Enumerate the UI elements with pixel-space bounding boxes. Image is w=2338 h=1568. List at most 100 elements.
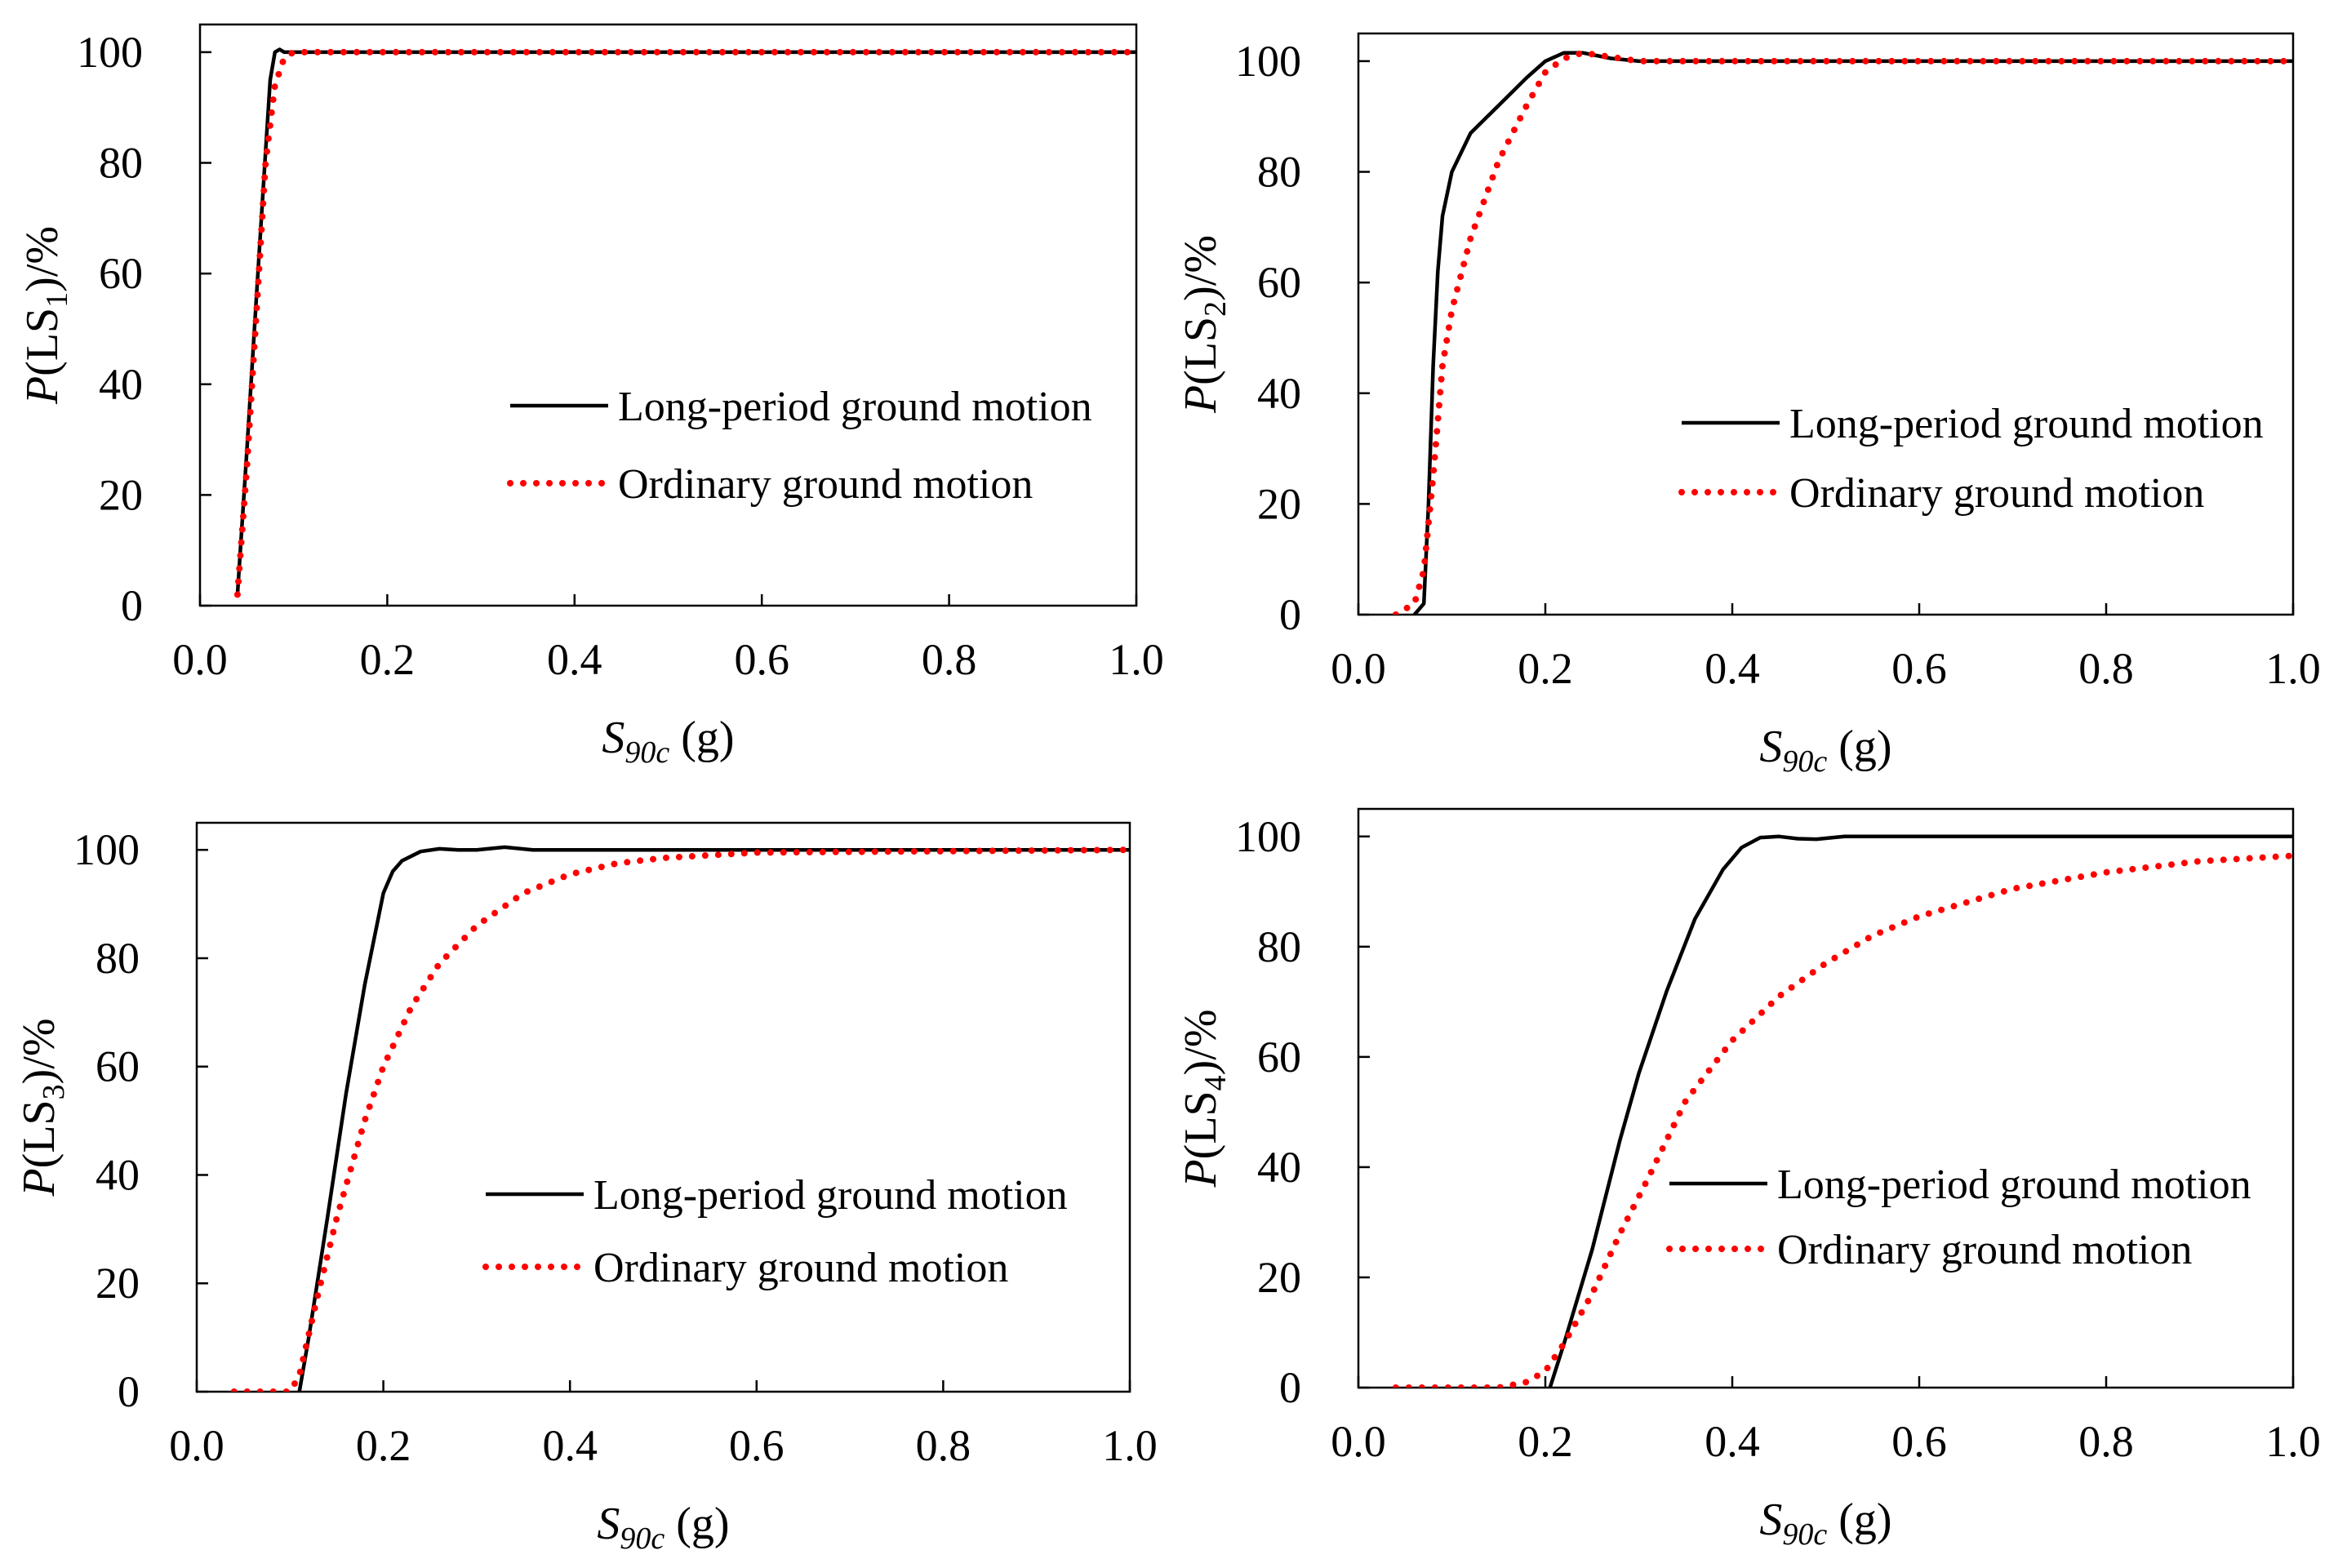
y-axis-label: P(LS1)/% (17, 226, 74, 405)
y-tick-label: 60 (96, 1042, 140, 1091)
x-tick-label: 0.0 (1331, 1417, 1386, 1466)
legend: Long-period ground motion Ordinary ground… (507, 384, 1092, 508)
y-tick-label: 0 (121, 581, 143, 630)
x-axis-label-main: S (1759, 722, 1782, 772)
x-axis-label: S90c (g) (1759, 722, 1891, 779)
legend-label-ordinary: Ordinary ground motion (1777, 1227, 2192, 1273)
x-tick-label: 0.6 (1891, 644, 1947, 693)
series-line-long-period (1548, 834, 2293, 1388)
y-axis-label-close: )/% (1176, 235, 1226, 301)
y-axis-label-prefix: P (1176, 385, 1226, 414)
series-line-long-period (235, 47, 1136, 597)
x-axis-label-unit: (g) (1827, 1495, 1891, 1545)
x-tick-label: 0.2 (1518, 1417, 1573, 1466)
y-axis-label-prefix: P (17, 376, 68, 405)
y-tick-label: 100 (1235, 37, 1301, 86)
y-tick-label: 80 (1257, 922, 1301, 971)
x-tick-label: 0.2 (1518, 644, 1573, 693)
x-axis-label-subscript: 90c (1782, 744, 1827, 779)
x-tick-label: 0.6 (734, 635, 789, 684)
series-line-ordinary (230, 846, 1130, 1392)
y-axis-label-subscript: 4 (1198, 1075, 1233, 1090)
x-tick-label: 0.0 (172, 635, 228, 684)
y-axis-label: P(LS2)/% (1176, 235, 1233, 414)
legend-label-ordinary: Ordinary ground motion (593, 1245, 1008, 1291)
y-tick-label: 20 (96, 1259, 140, 1308)
x-axis-label-subscript: 90c (620, 1521, 665, 1556)
x-tick-label: 0.0 (1331, 644, 1386, 693)
plot-frame (198, 23, 1138, 607)
y-tick-label: 0 (1279, 1363, 1301, 1412)
legend: Long-period ground motion Ordinary ground… (1666, 1162, 2251, 1273)
y-axis-label-close: )/% (17, 226, 68, 292)
x-tick-label: 0.8 (2078, 1417, 2134, 1466)
y-axis-label-prefix: P (14, 1168, 64, 1197)
x-tick-label: 0.4 (542, 1421, 598, 1470)
x-tick-label: 1.0 (2265, 644, 2321, 693)
plot-frame (195, 821, 1131, 1393)
y-tick-label: 0 (118, 1367, 140, 1416)
y-axis-label: P(LS3)/% (14, 1018, 71, 1197)
x-tick-label: 0.4 (1705, 1417, 1760, 1466)
y-axis-label-open: (LS (17, 308, 68, 376)
x-tick-label: 0.8 (2078, 644, 2134, 693)
y-tick-label: 20 (99, 470, 143, 519)
y-tick-label: 100 (1235, 812, 1301, 861)
y-tick-label: 40 (1257, 1143, 1301, 1192)
x-tick-label: 0.6 (729, 1421, 785, 1470)
y-axis-label-close: )/% (1176, 1009, 1226, 1075)
x-axis-label-main: S (597, 1499, 620, 1549)
series-line-ordinary (1392, 852, 2293, 1388)
series-line-ordinary (1392, 49, 2293, 615)
x-axis-label-subscript: 90c (1782, 1517, 1827, 1552)
y-tick-label: 100 (73, 825, 140, 874)
x-axis-label-main: S (1759, 1495, 1782, 1545)
x-tick-label: 0.4 (547, 635, 602, 684)
legend-label-long-period: Long-period ground motion (1777, 1162, 2251, 1208)
legend-label-long-period: Long-period ground motion (1789, 401, 2264, 447)
plot-frame (1357, 32, 2295, 616)
y-tick-label: 80 (1257, 148, 1301, 197)
series-line-long-period (297, 845, 1130, 1392)
y-axis-label: P(LS4)/% (1176, 1009, 1233, 1188)
y-axis-label-close: )/% (14, 1018, 64, 1084)
x-tick-label: 1.0 (2265, 1417, 2321, 1466)
x-axis-label-main: S (602, 713, 625, 763)
y-axis-label-subscript: 3 (37, 1084, 71, 1099)
legend-label-ordinary: Ordinary ground motion (1789, 470, 2204, 517)
plot-frame (1357, 807, 2295, 1389)
y-axis-label-prefix: P (1176, 1159, 1226, 1188)
y-tick-label: 0 (1279, 590, 1301, 639)
x-axis-label-subscript: 90c (625, 735, 669, 770)
x-axis-label: S90c (g) (602, 713, 734, 770)
y-axis-label-open: (LS (14, 1099, 64, 1168)
x-tick-label: 0.2 (356, 1421, 411, 1470)
y-tick-label: 100 (77, 28, 143, 77)
x-tick-label: 0.0 (169, 1421, 224, 1470)
y-axis-label-open: (LS (1176, 317, 1226, 385)
y-axis-label-open: (LS (1176, 1090, 1226, 1159)
y-tick-label: 80 (99, 139, 143, 188)
y-tick-label: 60 (1257, 258, 1301, 307)
legend: Long-period ground motion Ordinary ground… (482, 1172, 1068, 1291)
x-tick-label: 1.0 (1102, 1421, 1158, 1470)
series-line-long-period (1412, 51, 2293, 615)
series-line-ordinary (233, 48, 1136, 598)
x-axis-label: S90c (g) (1759, 1495, 1891, 1552)
legend-label-long-period: Long-period ground motion (618, 384, 1092, 430)
legend-label-ordinary: Ordinary ground motion (618, 461, 1033, 508)
legend: Long-period ground motion Ordinary ground… (1678, 401, 2264, 517)
x-tick-label: 0.6 (1891, 1417, 1947, 1466)
y-tick-label: 20 (1257, 479, 1301, 528)
y-tick-label: 20 (1257, 1253, 1301, 1302)
legend-label-long-period: Long-period ground motion (593, 1172, 1068, 1219)
y-tick-label: 40 (1257, 369, 1301, 418)
x-axis-label-unit: (g) (1827, 722, 1891, 772)
y-axis-label-subscript: 2 (1198, 301, 1233, 317)
y-tick-label: 80 (96, 934, 140, 983)
